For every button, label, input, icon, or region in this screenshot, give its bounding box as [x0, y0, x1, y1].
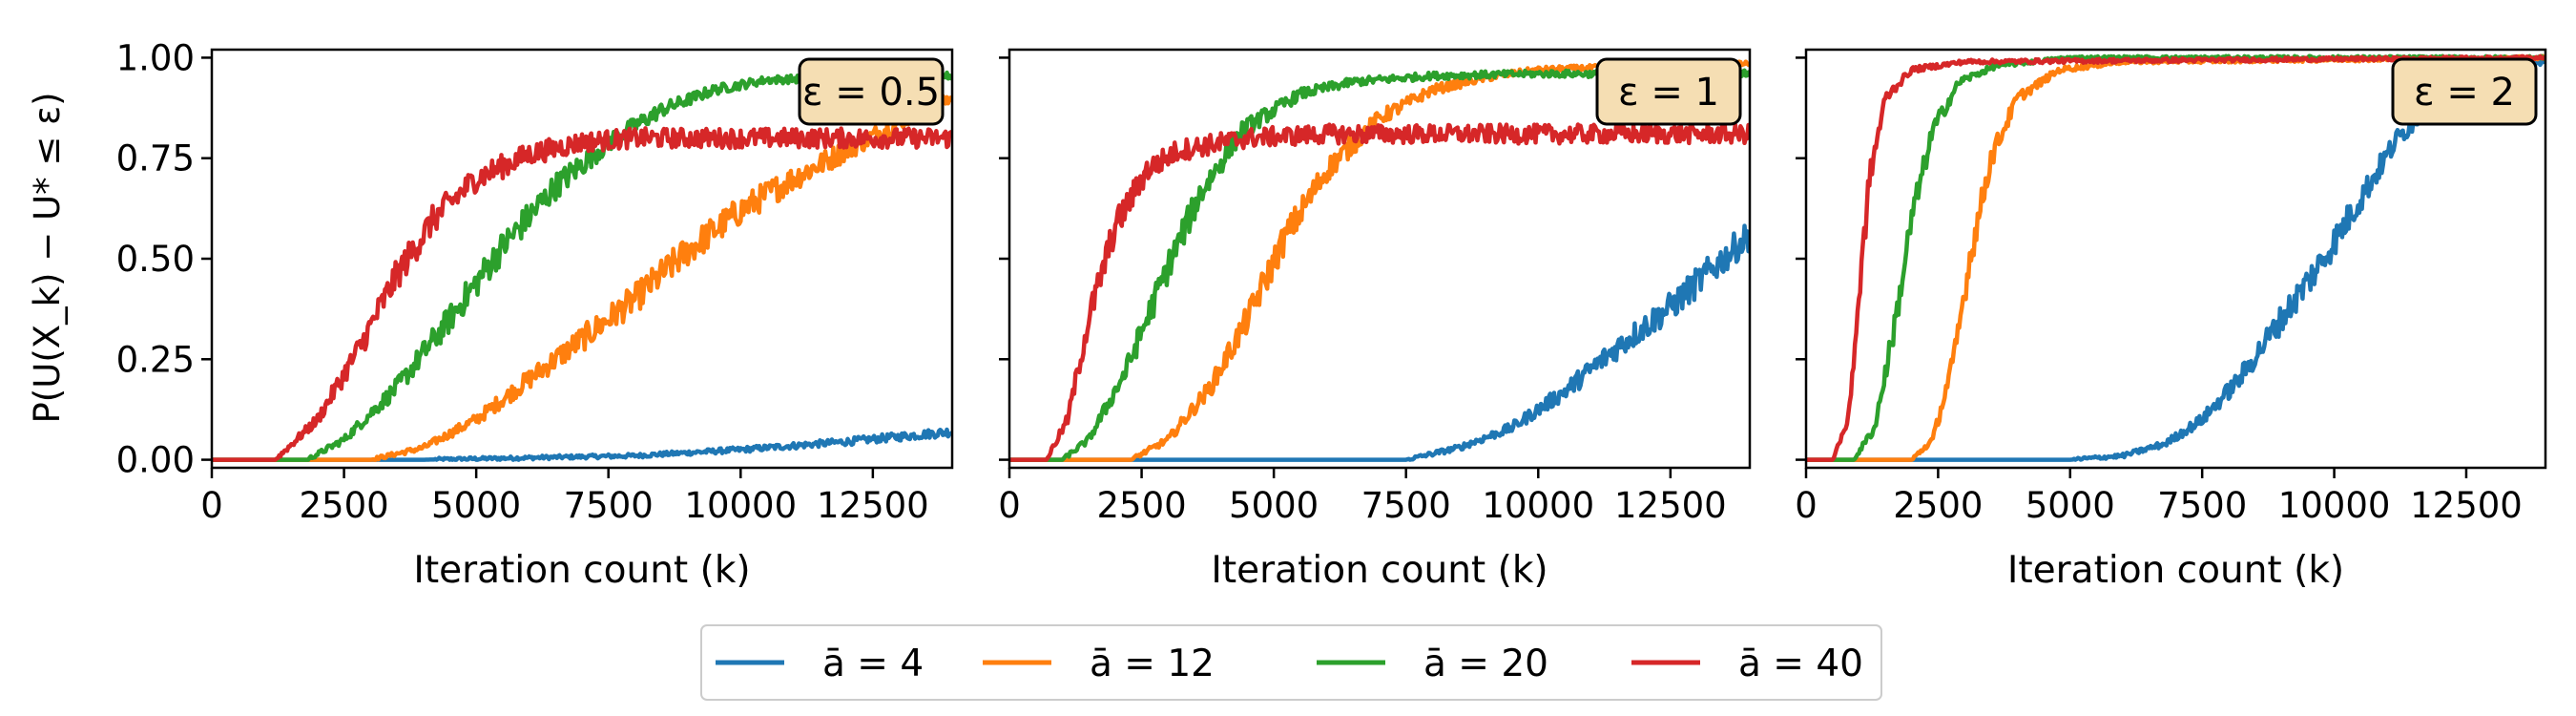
y-tick-label: 0.00 [116, 440, 195, 481]
x-tick-label: 0 [200, 485, 223, 526]
series-line-4 [212, 427, 952, 462]
legend-label-a20: ā = 20 [1423, 642, 1548, 685]
series-line-12 [212, 94, 952, 462]
series-line-40 [1009, 122, 1750, 462]
epsilon-badge-label: ε = 0.5 [802, 71, 940, 115]
legend-entry-a12: ā = 12 [983, 642, 1215, 685]
series-line-4 [1009, 223, 1750, 462]
x-axis-label: Iteration count (k) [413, 549, 750, 592]
x-tick-label: 2500 [1096, 485, 1186, 526]
x-tick-label: 10000 [1482, 485, 1594, 526]
y-tick-label: 0.50 [116, 239, 195, 280]
panel-3: 0 2500 5000 7500 10000 12500 Iteration count (… [1795, 48, 2547, 592]
y-axis-label: P(U(X_k) − U* ≤ ε) [27, 92, 68, 423]
x-tick-label: 0 [1795, 485, 1818, 526]
panel-2: 0 2500 5000 7500 10000 12500 Iteration count (… [998, 48, 1752, 592]
x-tick-label: 12500 [1614, 485, 1727, 526]
x-tick-label: 7500 [1361, 485, 1451, 526]
panel-1: 0 2500 5000 7500 10000 12500 0.00 0.25 0.50 0.75 1… [116, 37, 954, 592]
epsilon-badge-label: ε = 1 [1618, 71, 1719, 115]
x-tick-label: 5000 [2025, 485, 2115, 526]
legend-entry-a20: ā = 20 [1317, 642, 1548, 685]
x-tick-label: 5000 [431, 485, 521, 526]
x-axis-label: Iteration count (k) [2007, 549, 2344, 592]
x-axis-label: Iteration count (k) [1211, 549, 1548, 592]
series-line-40 [1806, 53, 2545, 462]
epsilon-badge [798, 57, 945, 126]
legend-box [700, 624, 1882, 701]
legend-entry-a40: ā = 40 [1631, 642, 1863, 685]
x-tick-label: 12500 [817, 485, 929, 526]
y-tick-label: 1.00 [116, 37, 195, 78]
x-tick-label: 2500 [1893, 485, 1983, 526]
legend-label-a40: ā = 40 [1738, 642, 1863, 685]
epsilon-badge [2391, 57, 2538, 126]
x-tick-label: 7500 [2157, 485, 2247, 526]
legend: ā = 4 ā = 12 ā = 20 ā = 40 [700, 624, 1882, 701]
x-tick-label: 12500 [2410, 485, 2523, 526]
x-tick-label: 10000 [684, 485, 797, 526]
x-tick-label: 0 [998, 485, 1021, 526]
y-tick-label: 0.25 [116, 339, 195, 380]
series-line-40 [212, 126, 952, 462]
x-tick-label: 2500 [299, 485, 388, 526]
x-tick-label: 5000 [1229, 485, 1319, 526]
series-group [212, 70, 952, 462]
x-tick-label: 10000 [2278, 485, 2391, 526]
epsilon-badge-label: ε = 2 [2414, 71, 2515, 115]
x-tick-label: 7500 [564, 485, 654, 526]
legend-label-a4: ā = 4 [822, 642, 924, 685]
legend-label-a12: ā = 12 [1090, 642, 1215, 685]
y-tick-label: 0.75 [116, 138, 195, 179]
epsilon-badge [1595, 57, 1742, 126]
legend-entry-a4: ā = 4 [716, 642, 924, 685]
